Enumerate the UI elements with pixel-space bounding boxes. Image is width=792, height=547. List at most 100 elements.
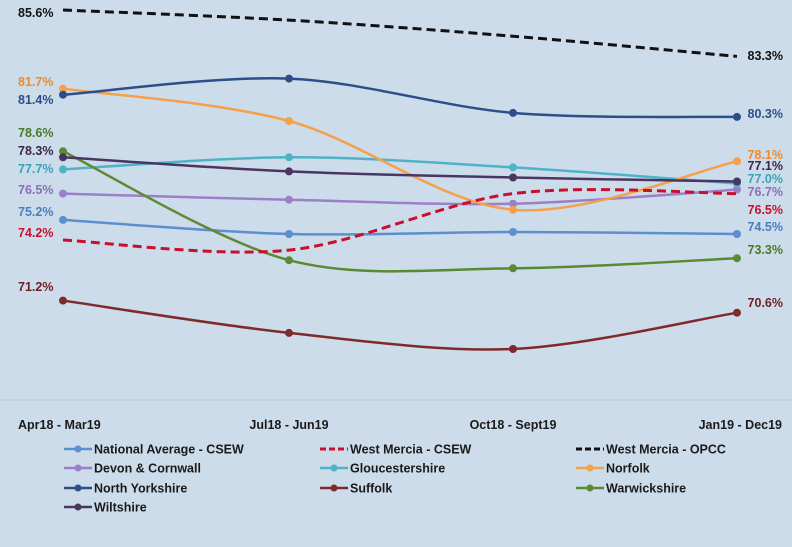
legend-swatch-marker (330, 484, 338, 492)
data-point-gloucestershire-0 (59, 165, 67, 174)
data-point-suffolk-2 (509, 345, 517, 353)
legend-label: National Average - CSEW (94, 443, 244, 457)
data-point-wiltshire-0 (59, 153, 67, 162)
data-label-gloucestershire-0: 77.7% (18, 162, 53, 176)
legend-item-wiltshire: Wiltshire (64, 501, 147, 515)
series-suffolk (59, 296, 741, 353)
data-point-wiltshire-1 (285, 167, 293, 176)
data-point-north-yorkshire-3 (733, 112, 741, 121)
legend-item-devon-cornwall: Devon & Cornwall (64, 462, 201, 476)
series-line-suffolk (62, 299, 738, 351)
data-point-norfolk-1 (285, 117, 293, 125)
series-line-warwickshire (62, 150, 738, 273)
series-line-west-mercia-csew (62, 188, 738, 254)
data-point-gloucestershire-2 (509, 163, 517, 172)
data-point-devon-cornwall-1 (285, 195, 293, 204)
x-tick-label-3: Jan19 - Dec19 (699, 418, 782, 432)
data-label-west-mercia-csew-3: 76.5% (748, 203, 783, 217)
series-warwickshire (59, 147, 741, 273)
data-label-norfolk-3: 78.1% (748, 148, 783, 162)
series-line-west-mercia-opcc (62, 8, 738, 58)
data-label-north-yorkshire-3: 80.3% (748, 107, 783, 121)
data-label-wiltshire-3: 77.1% (748, 159, 783, 173)
legend-item-west-mercia-csew: West Mercia - CSEW (320, 443, 472, 457)
legend-label: Gloucestershire (350, 462, 445, 476)
data-label-west-mercia-opcc-0: 85.6% (18, 6, 53, 20)
legend-label: North Yorkshire (94, 482, 187, 496)
data-point-national-average-csew-3 (733, 230, 741, 238)
series-norfolk (59, 84, 741, 214)
legend-label: West Mercia - CSEW (350, 443, 472, 457)
legend-label: Devon & Cornwall (94, 462, 201, 476)
data-point-suffolk-0 (59, 296, 67, 305)
legend-swatch-marker (330, 464, 338, 472)
legend-swatch-marker (74, 503, 82, 511)
data-point-warwickshire-3 (733, 254, 741, 263)
data-point-national-average-csew-0 (59, 215, 67, 224)
series-wiltshire (59, 153, 741, 186)
x-tick-label-2: Oct18 - Sept19 (470, 418, 557, 432)
data-label-warwickshire-3: 73.3% (748, 243, 783, 257)
data-label-west-mercia-opcc-3: 83.3% (748, 49, 783, 63)
data-point-norfolk-0 (59, 84, 67, 93)
data-label-devon-cornwall-0: 76.5% (18, 183, 53, 197)
series-line-wiltshire (62, 156, 738, 183)
legend-swatch-marker (586, 484, 594, 492)
data-label-gloucestershire-3: 77.0% (748, 172, 783, 186)
series-devon-cornwall (59, 185, 741, 208)
legend-label: Wiltshire (94, 501, 147, 515)
data-point-warwickshire-1 (285, 256, 293, 265)
legend-label: Warwickshire (606, 482, 686, 496)
series-west-mercia-csew (62, 188, 738, 254)
legend-item-national-average-csew: National Average - CSEW (64, 443, 244, 457)
data-label-wiltshire-0: 78.3% (18, 144, 53, 158)
data-point-suffolk-3 (733, 308, 741, 317)
series-line-norfolk (62, 87, 738, 212)
series-north-yorkshire (59, 74, 741, 121)
data-label-west-mercia-csew-0: 74.2% (18, 226, 53, 240)
data-label-national-average-csew-0: 75.2% (18, 205, 53, 219)
legend-swatch-marker (74, 464, 82, 472)
data-point-national-average-csew-2 (509, 228, 517, 236)
legend-label: West Mercia - OPCC (606, 443, 726, 457)
data-point-north-yorkshire-1 (285, 74, 293, 83)
x-tick-label-1: Jul18 - Jun19 (249, 418, 328, 432)
data-label-north-yorkshire-0: 81.4% (18, 93, 53, 107)
data-point-norfolk-2 (509, 205, 517, 214)
legend-item-west-mercia-opcc: West Mercia - OPCC (576, 443, 726, 457)
series-line-north-yorkshire (62, 77, 738, 119)
data-point-devon-cornwall-2 (509, 199, 517, 208)
data-point-north-yorkshire-2 (509, 108, 517, 117)
legend-label: Suffolk (350, 482, 392, 496)
data-point-wiltshire-3 (733, 177, 741, 186)
legend-item-warwickshire: Warwickshire (576, 482, 686, 496)
data-point-warwickshire-0 (59, 147, 67, 156)
data-point-suffolk-1 (285, 328, 293, 337)
data-point-wiltshire-2 (509, 173, 517, 182)
data-point-north-yorkshire-0 (59, 90, 67, 99)
data-point-warwickshire-2 (509, 264, 517, 273)
data-point-devon-cornwall-3 (733, 185, 741, 194)
legend-item-suffolk: Suffolk (320, 482, 392, 496)
legend-label: Norfolk (606, 462, 650, 476)
data-point-national-average-csew-1 (285, 230, 293, 238)
data-point-gloucestershire-1 (285, 153, 293, 162)
series-west-mercia-opcc (62, 8, 738, 58)
legend-swatch-marker (74, 445, 82, 453)
x-tick-label-0: Apr18 - Mar19 (18, 418, 101, 432)
series-line-devon-cornwall (62, 188, 738, 206)
data-label-suffolk-0: 71.2% (18, 280, 53, 294)
data-label-devon-cornwall-3: 76.7% (748, 185, 783, 199)
legend-item-north-yorkshire: North Yorkshire (64, 482, 187, 496)
legend-swatch-marker (586, 464, 594, 472)
data-label-national-average-csew-3: 74.5% (748, 220, 783, 234)
data-point-devon-cornwall-0 (59, 189, 67, 198)
data-point-norfolk-3 (733, 157, 741, 166)
data-label-norfolk-0: 81.7% (18, 75, 53, 89)
data-label-warwickshire-0: 78.6% (18, 126, 53, 140)
data-label-suffolk-3: 70.6% (748, 296, 783, 310)
series-line-national-average-csew (62, 218, 738, 236)
series-national-average-csew (59, 215, 741, 238)
